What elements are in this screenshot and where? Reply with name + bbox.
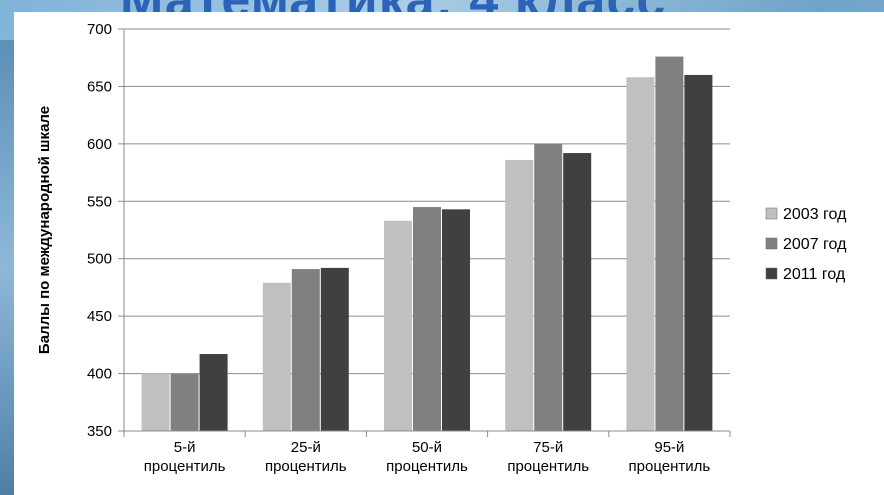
chart-panel: 350 400 450 500 550 600 650 700 5-й процентиль 25… <box>14 12 884 495</box>
category-label: процентиль <box>629 458 711 475</box>
bar-2-3 <box>413 207 441 431</box>
legend: 2003 год 2007 год 2011 год <box>765 206 847 283</box>
bar-1-3 <box>384 220 412 431</box>
bar-chart: 350 400 450 500 550 600 650 700 5-й процентиль 25… <box>36 21 847 475</box>
category-label: процентиль <box>265 458 347 475</box>
bar-3-1 <box>199 354 228 431</box>
y-tick-label: 600 <box>87 136 112 153</box>
bar-2-4 <box>534 143 563 431</box>
y-tick-label: 700 <box>87 21 112 38</box>
category-label: 50-й <box>412 439 442 456</box>
category-label: 95-й <box>654 439 684 456</box>
bar-1-5 <box>626 77 655 432</box>
legend-label: 2003 год <box>783 206 847 223</box>
legend-swatch <box>765 237 778 250</box>
bars <box>141 56 713 432</box>
bar-1-1 <box>141 373 170 431</box>
category-label: процентиль <box>386 458 468 475</box>
bar-2-1 <box>170 373 199 431</box>
bar-3-4 <box>563 153 592 431</box>
legend-swatch <box>765 267 778 280</box>
bar-1-4 <box>505 159 534 432</box>
y-tick-label: 400 <box>87 366 112 383</box>
category-label: процентиль <box>144 458 226 475</box>
axes <box>118 28 731 437</box>
bar-2-2 <box>291 269 320 431</box>
legend-swatch <box>765 207 778 220</box>
category-labels: 5-й процентиль 25-й процентиль 50-й процентил… <box>144 439 711 475</box>
y-tick-label: 650 <box>87 78 112 95</box>
category-label: 5-й <box>174 439 196 456</box>
category-label: процентиль <box>507 458 589 475</box>
legend-label: 2007 год <box>783 236 847 253</box>
bar-3-5 <box>684 74 713 431</box>
category-label: 75-й <box>533 439 563 456</box>
legend-label: 2011 год <box>783 266 846 283</box>
y-axis-title-group: Баллы по международной шкале <box>36 106 53 354</box>
bar-1-2 <box>262 282 291 431</box>
y-tick-label: 500 <box>87 251 112 268</box>
slide-decoration <box>0 40 14 495</box>
y-tick-label: 350 <box>87 423 112 440</box>
bar-3-3 <box>442 209 470 431</box>
y-tick-label: 450 <box>87 308 112 325</box>
bar-2-5 <box>655 56 684 432</box>
y-axis-title: Баллы по международной шкале <box>36 106 53 354</box>
bar-3-2 <box>320 267 349 431</box>
y-tick-label: 550 <box>87 193 112 210</box>
category-label: 25-й <box>291 439 321 456</box>
y-tick-labels: 350 400 450 500 550 600 650 700 <box>87 21 112 440</box>
